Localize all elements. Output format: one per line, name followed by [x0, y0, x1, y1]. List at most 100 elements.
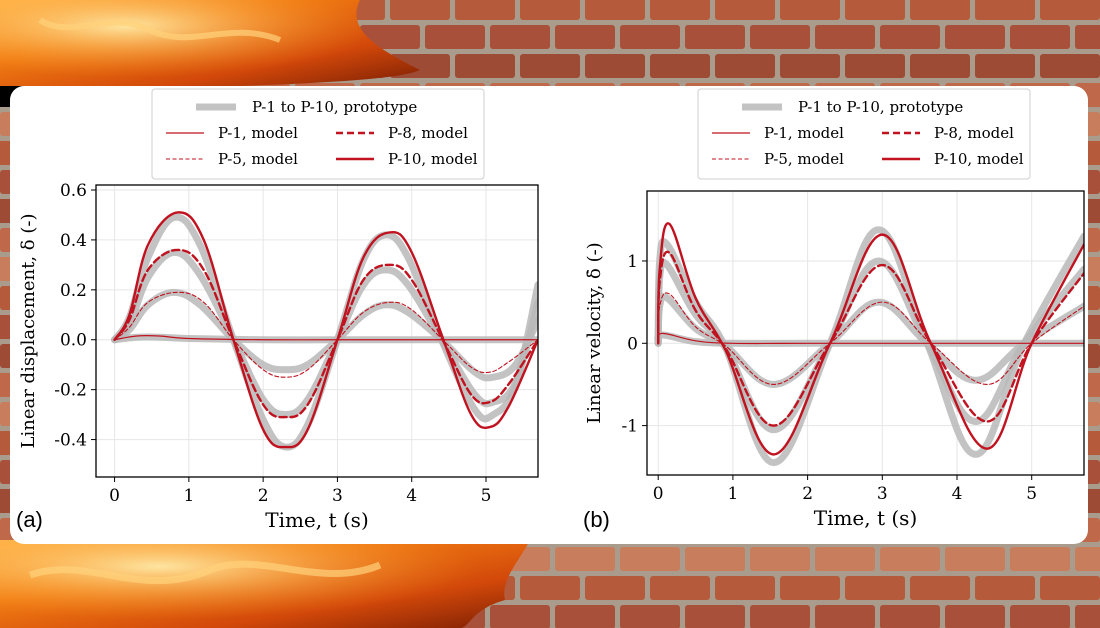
p-1-model-line [113, 334, 538, 341]
legend-prototype-label: P-1 to P-10, prototype [798, 98, 963, 116]
brick [620, 25, 680, 49]
x-tick-label: 5 [1026, 484, 1037, 504]
brick [975, 54, 1035, 78]
brick [650, 0, 710, 20]
brick [910, 54, 970, 78]
plot-b-ylabel: Linear velocity, δ̇ (-) [584, 242, 605, 423]
brick [750, 605, 810, 628]
brick [750, 547, 810, 571]
x-tick-label: 1 [183, 486, 194, 506]
brick [555, 605, 615, 628]
brick [1040, 0, 1100, 20]
brick [390, 0, 450, 20]
x-tick-label: 4 [952, 484, 963, 504]
x-tick-label: 5 [481, 486, 492, 506]
brick [585, 0, 645, 20]
legend-p10-label: P-10, model [934, 150, 1024, 168]
y-tick-label: -1 [621, 417, 638, 437]
plot-a-xlabel: Time, t (s) [265, 508, 369, 532]
x-tick-label: 2 [258, 486, 269, 506]
fire-icon [0, 0, 530, 628]
brick [715, 576, 775, 600]
plot-b-ticks: 0 1 2 3 4 5 -1 0 1 [621, 252, 1037, 504]
brick [1010, 25, 1070, 49]
figure-panel: 0 1 2 3 4 5 -0.4 -0.2 0.0 0.2 0.4 0.6 Time, t (s) L… [10, 86, 1088, 544]
plot-b-panel-label: (b) [583, 507, 610, 532]
brick [1010, 547, 1070, 571]
brick [1040, 54, 1100, 78]
p-1-model-line [657, 332, 1084, 345]
brick [715, 0, 775, 20]
p-8-model-line [657, 250, 1084, 427]
brick [360, 25, 420, 49]
legend-p5-label: P-5, model [764, 150, 844, 168]
brick [910, 576, 970, 600]
x-tick-label: 0 [653, 484, 664, 504]
brick [845, 54, 905, 78]
brick [715, 54, 775, 78]
brick [910, 0, 970, 20]
legend-prototype-label: P-1 to P-10, prototype [252, 98, 417, 116]
brick [780, 0, 840, 20]
prototype-series-line [111, 248, 538, 419]
plot-b-legend: P-1 to P-10, prototype P-1, model P-5, m… [697, 88, 1031, 180]
brick [520, 0, 580, 20]
brick [650, 54, 710, 78]
y-tick-label: 1 [627, 252, 638, 272]
brick [845, 0, 905, 20]
brick [425, 25, 485, 49]
brick [685, 25, 745, 49]
plot-b-frame [646, 190, 1085, 476]
y-tick-label: 0.2 [60, 281, 87, 301]
brick [650, 576, 710, 600]
plot-b: 0 1 2 3 4 5 -1 0 1 Time, t (s) Linear velocity, … [583, 88, 1085, 532]
plot-a-legend-box [151, 88, 485, 180]
brick [975, 576, 1035, 600]
legend-p1-label: P-1, model [218, 124, 298, 142]
brick [815, 25, 875, 49]
x-tick-label: 2 [802, 484, 813, 504]
brick [975, 0, 1035, 20]
brick [845, 576, 905, 600]
plot-b-xlabel: Time, t (s) [814, 506, 918, 530]
plot-a-legend: P-1 to P-10, prototype P-1, model P-5, m… [151, 88, 485, 180]
legend-p10-label: P-10, model [388, 150, 478, 168]
plot-a: 0 1 2 3 4 5 -0.4 -0.2 0.0 0.2 0.4 0.6 Time, t (s) L… [16, 88, 539, 532]
y-tick-label: -0.2 [54, 381, 87, 401]
legend-p8-label: P-8, model [388, 124, 468, 142]
y-tick-label: 0.4 [60, 231, 87, 251]
y-tick-label: 0.0 [60, 331, 87, 351]
brick [815, 547, 875, 571]
legend-p8-label: P-8, model [934, 124, 1014, 142]
p-10-model-line [113, 211, 538, 449]
x-tick-label: 4 [406, 486, 417, 506]
brick [490, 25, 550, 49]
figure-canvas: 0 1 2 3 4 5 -0.4 -0.2 0.0 0.2 0.4 0.6 Time, t (s) L… [16, 88, 1085, 532]
legend-p1-label: P-1, model [764, 124, 844, 142]
brick [585, 54, 645, 78]
plot-a-frame [95, 184, 539, 478]
brick [750, 25, 810, 49]
x-tick-label: 0 [109, 486, 120, 506]
p-5-model-line [657, 292, 1084, 386]
plot-a-panel-label: (a) [16, 507, 43, 532]
brick [1040, 576, 1100, 600]
prototype-series-line [111, 288, 538, 382]
legend-p5-label: P-5, model [218, 150, 298, 168]
y-tick-label: 0.6 [60, 181, 87, 201]
plot-b-series [654, 222, 1084, 467]
brick [555, 25, 615, 49]
brick [780, 576, 840, 600]
brick [880, 25, 940, 49]
brick [520, 54, 580, 78]
brick [455, 0, 515, 20]
plot-b-legend-box [697, 88, 1031, 180]
brick [1075, 25, 1100, 49]
brick [685, 605, 745, 628]
brick [455, 54, 515, 78]
x-tick-label: 3 [877, 484, 888, 504]
brick [780, 54, 840, 78]
brick [1075, 547, 1100, 571]
brick [945, 25, 1005, 49]
brick [1075, 605, 1100, 628]
